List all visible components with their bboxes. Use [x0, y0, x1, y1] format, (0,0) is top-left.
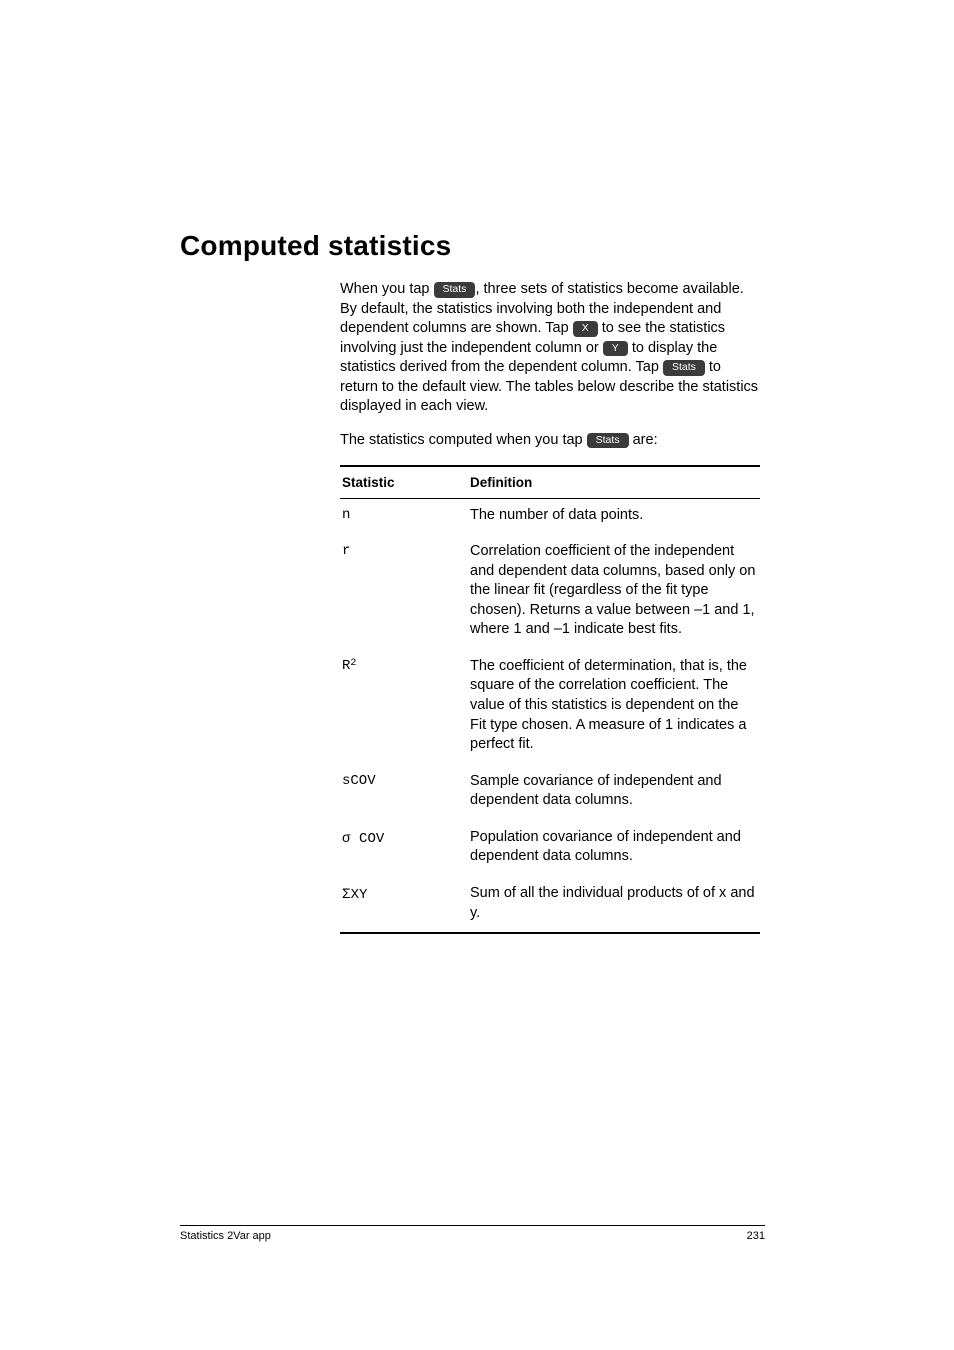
intro-paragraph-block: When you tap Stats, three sets of statis… [340, 280, 760, 451]
col-header-statistic: Statistic [340, 466, 468, 499]
intro-text-1: When you tap [340, 281, 434, 297]
stats-button-2[interactable]: Stats [663, 360, 705, 376]
stat-def-sumxy: Sum of all the individual products of of… [468, 877, 760, 933]
lead-paragraph: The statistics computed when you tap Sta… [340, 431, 760, 451]
footer-page-number: 231 [747, 1230, 765, 1242]
stat-def-r2: The coefficient of determination, that i… [468, 650, 760, 765]
table-header-row: Statistic Definition [340, 466, 760, 499]
intro-paragraph: When you tap Stats, three sets of statis… [340, 280, 760, 417]
stat-symbol-r2: R2 [340, 650, 468, 765]
stat-symbol-n: n [340, 498, 468, 535]
stat-def-scov: Sample covariance of independent and dep… [468, 765, 760, 821]
stats-button-3[interactable]: Stats [587, 433, 629, 449]
stat-def-n: The number of data points. [468, 498, 760, 535]
page-content: Computed statistics When you tap Stats, … [180, 230, 765, 934]
statistics-table: Statistic Definition n The number of dat… [340, 465, 760, 935]
section-heading: Computed statistics [180, 230, 765, 262]
stat-def-r: Correlation coefficient of the independe… [468, 535, 760, 650]
table-row: n The number of data points. [340, 498, 760, 535]
y-button[interactable]: Y [603, 341, 628, 357]
table-row: sCOV Sample covariance of independent an… [340, 765, 760, 821]
lead-text-1: The statistics computed when you tap [340, 432, 587, 448]
page-footer: Statistics 2Var app 231 [180, 1225, 765, 1242]
x-button[interactable]: X [573, 321, 598, 337]
table-row: R2 The coefficient of determination, tha… [340, 650, 760, 765]
stat-symbol-r: r [340, 535, 468, 650]
col-header-definition: Definition [468, 466, 760, 499]
table-row: σ COV Population covariance of independe… [340, 821, 760, 877]
stat-symbol-sumxy: ΣXY [340, 877, 468, 933]
footer-section-name: Statistics 2Var app [180, 1230, 271, 1242]
table-row: ΣXY Sum of all the individual products o… [340, 877, 760, 933]
table-row: r Correlation coefficient of the indepen… [340, 535, 760, 650]
stat-symbol-sigmacov: σ COV [340, 821, 468, 877]
stats-button[interactable]: Stats [434, 282, 476, 298]
stat-symbol-scov: sCOV [340, 765, 468, 821]
lead-text-2: are: [629, 432, 658, 448]
stat-def-sigmacov: Population covariance of independent and… [468, 821, 760, 877]
